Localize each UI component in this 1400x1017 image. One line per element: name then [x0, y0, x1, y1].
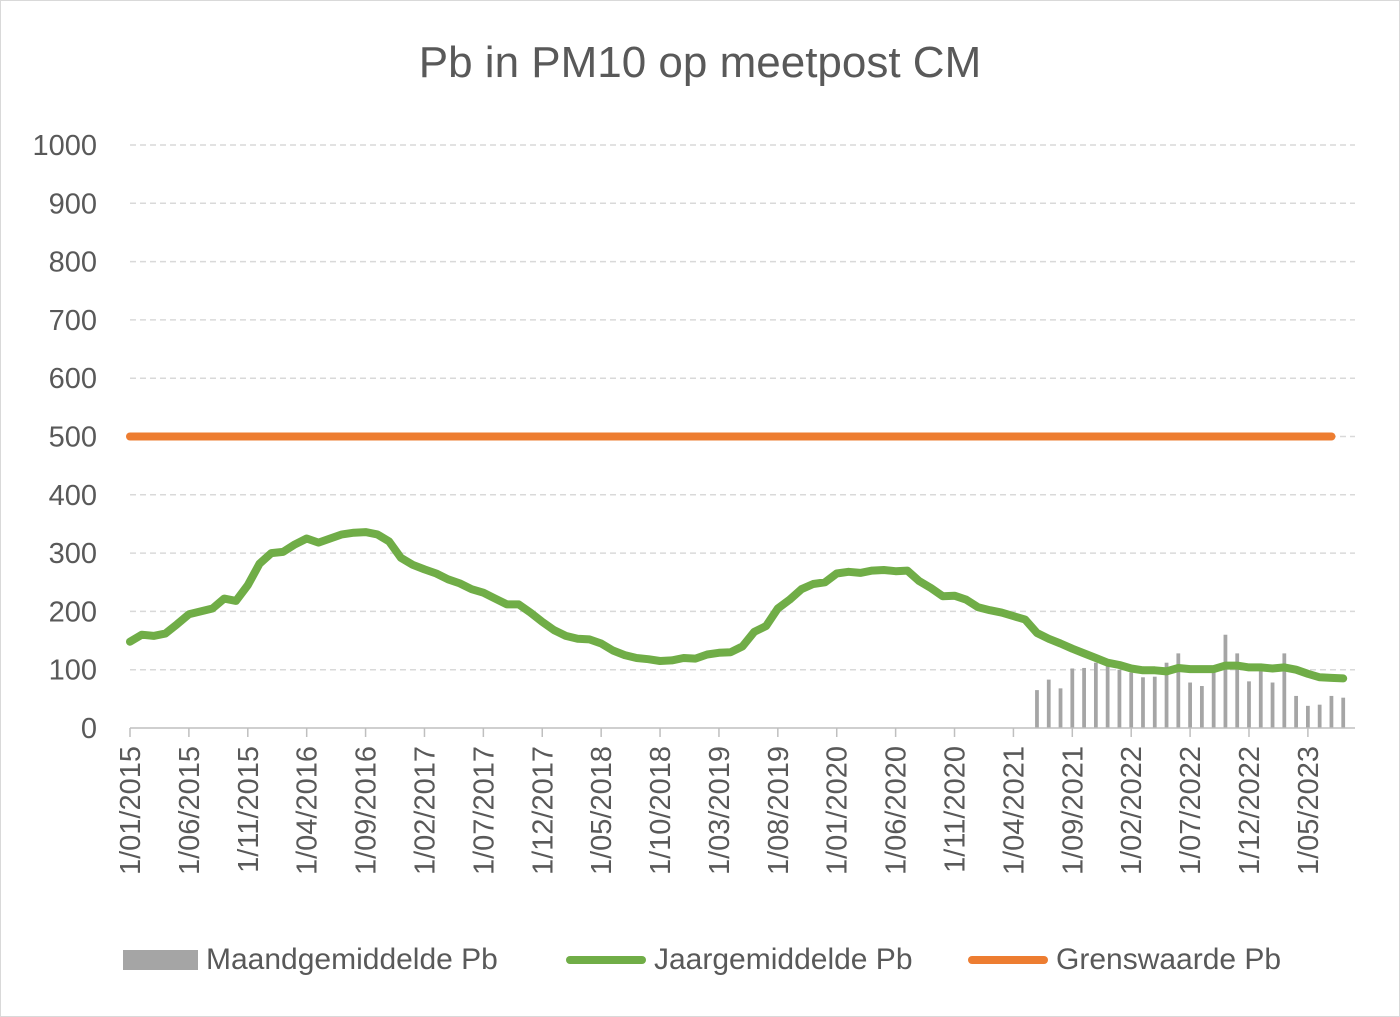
bar-2021-09: [1070, 668, 1075, 728]
x-tick-label: 1/06/2015: [174, 746, 206, 875]
x-tick-label: 1/04/2016: [292, 746, 324, 875]
bar-2022-07: [1188, 682, 1192, 728]
bar-2021-12: [1105, 663, 1110, 728]
x-tick-label: 1/07/2017: [468, 746, 500, 875]
bar-2022-09: [1211, 669, 1216, 728]
bar-2021-06: [1035, 690, 1039, 728]
y-axis-ticks: 0 100 200 300 400 500 600 700 800 900 1000: [32, 130, 97, 745]
y-tick-label-900: 900: [49, 188, 97, 220]
annual-mean-line: [126, 528, 1348, 683]
bar-2022-02: [1129, 672, 1134, 728]
x-tick-label: 1/05/2023: [1293, 746, 1325, 875]
y-tick-label-100: 100: [49, 655, 97, 687]
monthly-bars: [1035, 634, 1346, 728]
x-tick-label: 1/11/2020: [940, 746, 972, 873]
legend-label-limit: Grenswaarde Pb: [1056, 943, 1282, 976]
y-tick-label-600: 600: [49, 363, 97, 395]
x-tick-label: 1/11/2015: [233, 746, 265, 873]
x-tick-label: 1/02/2022: [1116, 746, 1148, 875]
legend-item-limit: Grenswaarde Pb: [968, 940, 1281, 980]
x-tick-label: 1/09/2016: [351, 746, 383, 875]
bar-2023-06: [1317, 704, 1322, 728]
bar-2022-05: [1164, 662, 1169, 728]
x-tick-label: 1/09/2021: [1057, 746, 1089, 875]
bar-2022-10: [1223, 634, 1228, 728]
legend-label-monthly: Maandgemiddelde Pb: [206, 943, 498, 976]
x-tick-label: 1/03/2019: [704, 746, 736, 875]
x-axis-ticks: 1/01/2015 1/06/2015 1/11/2015 1/04/2016 1/09…: [115, 728, 1325, 875]
legend-item-annual: Jaargemiddelde Pb: [566, 940, 913, 980]
bar-2021-10: [1082, 667, 1086, 728]
x-tick-label: 1/01/2020: [822, 746, 854, 875]
bar-2023-05: [1306, 705, 1310, 728]
y-tick-label-700: 700: [49, 305, 97, 337]
x-tick-label: 1/01/2015: [115, 746, 147, 875]
legend-swatch-limit: [968, 956, 1048, 964]
bar-2021-08: [1058, 688, 1063, 728]
x-tick-label: 1/04/2021: [998, 746, 1030, 875]
bar-2022-12: [1247, 681, 1251, 728]
x-tick-label: 1/06/2020: [881, 746, 913, 875]
legend-swatch-annual: [566, 956, 646, 964]
x-tick-label: 1/12/2017: [527, 746, 559, 875]
legend-label-annual: Jaargemiddelde Pb: [654, 943, 913, 976]
bar-2023-02: [1270, 682, 1275, 728]
bar-2023-07: [1329, 695, 1334, 728]
legend-item-monthly: Maandgemiddelde Pb: [123, 940, 498, 980]
bar-2023-08: [1341, 697, 1346, 728]
bar-2022-11: [1235, 653, 1240, 728]
y-tick-label-400: 400: [49, 480, 97, 512]
y-tick-label-200: 200: [49, 596, 97, 628]
bar-2023-01: [1258, 666, 1263, 728]
bar-2021-07: [1046, 679, 1051, 728]
x-tick-label: 1/08/2019: [763, 746, 795, 875]
y-tick-label-300: 300: [49, 538, 97, 570]
bar-2022-06: [1176, 653, 1181, 728]
chart-title: Pb in PM10 op meetpost CM: [418, 38, 982, 87]
gridlines: [130, 144, 1355, 671]
legend: Maandgemiddelde Pb Jaargemiddelde Pb Gre…: [0, 940, 1400, 980]
legend-swatch-monthly: [123, 950, 198, 970]
y-tick-label-800: 800: [49, 247, 97, 279]
x-tick-label: 1/02/2017: [409, 746, 441, 875]
annual-line-layer: [126, 528, 1348, 683]
x-tick-label: 1/05/2018: [586, 746, 618, 875]
bar-2022-01: [1117, 669, 1122, 728]
bar-2023-03: [1282, 653, 1287, 728]
y-tick-label-1000: 1000: [32, 130, 97, 162]
x-tick-label: 1/12/2022: [1234, 746, 1266, 875]
bar-2022-03: [1141, 677, 1145, 728]
bar-2022-08: [1199, 686, 1204, 728]
x-tick-label: 1/10/2018: [645, 746, 677, 875]
bar-2023-04: [1294, 695, 1298, 728]
bar-2022-04: [1152, 676, 1157, 728]
y-tick-label-500: 500: [49, 422, 97, 454]
plot-area: 0 100 200 300 400 500 600 700 800 900 1000 1/01/20…: [32, 130, 1355, 875]
x-tick-label: 1/07/2022: [1175, 746, 1207, 875]
bar-2021-11: [1093, 662, 1098, 728]
y-tick-label-0: 0: [81, 713, 97, 745]
